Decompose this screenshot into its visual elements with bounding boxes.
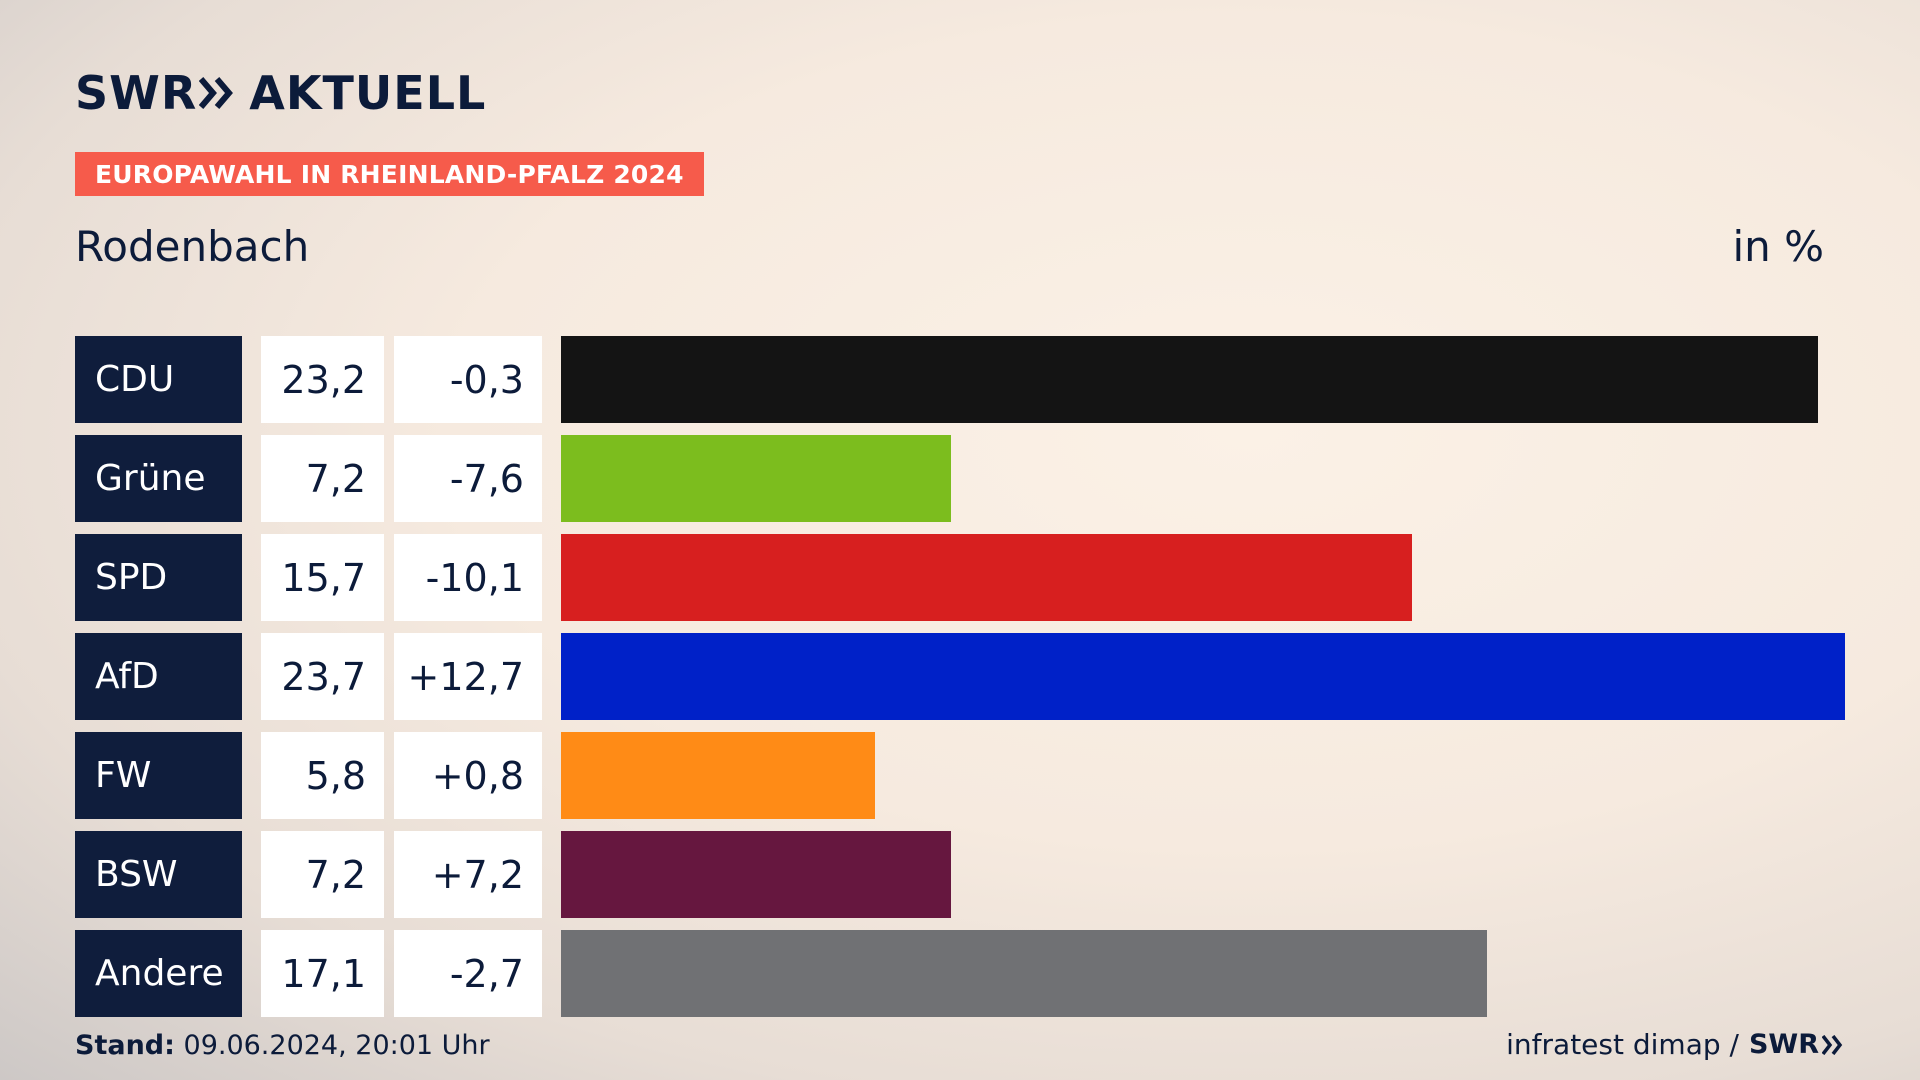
vote-share-value: 15,7 <box>261 534 384 621</box>
vote-share-value: 23,7 <box>261 633 384 720</box>
source-text: infratest dimap / <box>1506 1028 1739 1061</box>
source-brand-text: SWR <box>1748 1029 1819 1060</box>
location-title: Rodenbach <box>75 222 310 271</box>
double-chevron-icon <box>199 77 235 109</box>
source-brand: SWR <box>1749 1029 1844 1060</box>
party-label: SPD <box>75 534 242 621</box>
party-label: BSW <box>75 831 242 918</box>
vote-share-value: 23,2 <box>261 336 384 423</box>
unit-label: in % <box>1732 222 1824 271</box>
footer-timestamp: Stand: 09.06.2024, 20:01 Uhr <box>75 1030 490 1061</box>
result-bar <box>561 732 875 819</box>
vote-change-value: +12,7 <box>394 633 542 720</box>
result-bar <box>561 534 1412 621</box>
swr-aktuell-logo: SWR AKTUELL <box>75 66 486 120</box>
result-bar <box>561 831 951 918</box>
result-bar <box>561 336 1818 423</box>
logo-swr-text: SWR <box>75 66 198 120</box>
vote-change-value: -0,3 <box>394 336 542 423</box>
vote-change-value: +7,2 <box>394 831 542 918</box>
result-bar <box>561 633 1845 720</box>
stand-value: 09.06.2024, 20:01 Uhr <box>183 1030 490 1061</box>
double-chevron-icon <box>1822 1034 1843 1055</box>
vote-change-value: +0,8 <box>394 732 542 819</box>
result-bar <box>561 930 1487 1017</box>
vote-change-value: -2,7 <box>394 930 542 1017</box>
stand-label: Stand: <box>75 1030 175 1061</box>
vote-change-value: -10,1 <box>394 534 542 621</box>
result-bar <box>561 435 951 522</box>
vote-share-value: 7,2 <box>261 435 384 522</box>
vote-share-value: 5,8 <box>261 732 384 819</box>
election-badge: EUROPAWAHL IN RHEINLAND-PFALZ 2024 <box>75 152 704 196</box>
vote-share-value: 7,2 <box>261 831 384 918</box>
vote-share-value: 17,1 <box>261 930 384 1017</box>
party-label: Grüne <box>75 435 242 522</box>
footer-source: infratest dimap / SWR <box>1506 1028 1844 1061</box>
party-label: FW <box>75 732 242 819</box>
party-label: Andere <box>75 930 242 1017</box>
party-label: CDU <box>75 336 242 423</box>
party-label: AfD <box>75 633 242 720</box>
vote-change-value: -7,6 <box>394 435 542 522</box>
logo-aktuell-text: AKTUELL <box>249 66 487 120</box>
